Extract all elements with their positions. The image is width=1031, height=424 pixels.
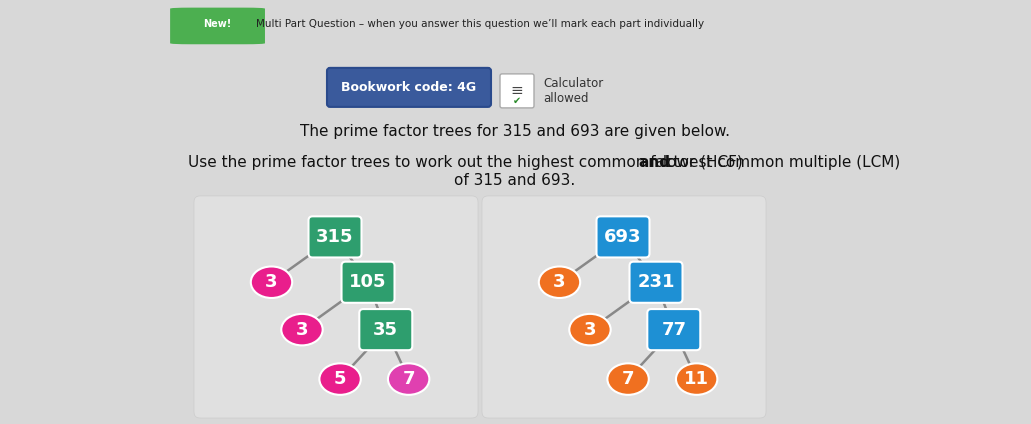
FancyBboxPatch shape xyxy=(308,216,362,257)
FancyBboxPatch shape xyxy=(341,262,395,303)
Text: 693: 693 xyxy=(604,228,641,246)
Text: of 315 and 693.: of 315 and 693. xyxy=(455,173,575,188)
Text: 3: 3 xyxy=(554,273,566,291)
FancyBboxPatch shape xyxy=(647,309,700,350)
Text: ≡: ≡ xyxy=(510,84,524,98)
FancyBboxPatch shape xyxy=(500,74,534,108)
Text: 3: 3 xyxy=(584,321,596,339)
Text: 7: 7 xyxy=(622,370,634,388)
Text: 231: 231 xyxy=(637,273,674,291)
FancyBboxPatch shape xyxy=(597,216,650,257)
Ellipse shape xyxy=(539,266,580,298)
FancyBboxPatch shape xyxy=(630,262,683,303)
Text: Bookwork code: 4G: Bookwork code: 4G xyxy=(341,81,476,95)
Ellipse shape xyxy=(388,363,429,395)
Text: ✔: ✔ xyxy=(513,96,521,106)
Ellipse shape xyxy=(569,314,610,346)
Ellipse shape xyxy=(281,314,323,346)
Text: Multi Part Question – when you answer this question we’ll mark each part individ: Multi Part Question – when you answer th… xyxy=(256,20,704,29)
Text: 11: 11 xyxy=(685,370,709,388)
Text: 3: 3 xyxy=(296,321,308,339)
Ellipse shape xyxy=(607,363,648,395)
Text: New!: New! xyxy=(203,20,232,29)
Text: allowed: allowed xyxy=(543,92,589,106)
Text: lowest common multiple (LCM): lowest common multiple (LCM) xyxy=(658,156,900,170)
Text: 5: 5 xyxy=(334,370,346,388)
Text: 35: 35 xyxy=(373,321,398,339)
Text: 3: 3 xyxy=(265,273,277,291)
Text: 7: 7 xyxy=(402,370,414,388)
FancyBboxPatch shape xyxy=(359,309,412,350)
FancyBboxPatch shape xyxy=(483,196,766,418)
FancyBboxPatch shape xyxy=(327,68,491,107)
Text: 105: 105 xyxy=(350,273,387,291)
Text: and: and xyxy=(639,156,671,170)
Text: The prime factor trees for 315 and 693 are given below.: The prime factor trees for 315 and 693 a… xyxy=(300,124,730,139)
Ellipse shape xyxy=(320,363,361,395)
Text: 77: 77 xyxy=(661,321,687,339)
FancyBboxPatch shape xyxy=(170,8,265,44)
Ellipse shape xyxy=(251,266,292,298)
Ellipse shape xyxy=(676,363,718,395)
Text: Calculator: Calculator xyxy=(543,78,603,90)
Text: 315: 315 xyxy=(317,228,354,246)
Text: Use the prime factor trees to work out the highest common factor (HCF): Use the prime factor trees to work out t… xyxy=(188,156,747,170)
FancyBboxPatch shape xyxy=(194,196,478,418)
